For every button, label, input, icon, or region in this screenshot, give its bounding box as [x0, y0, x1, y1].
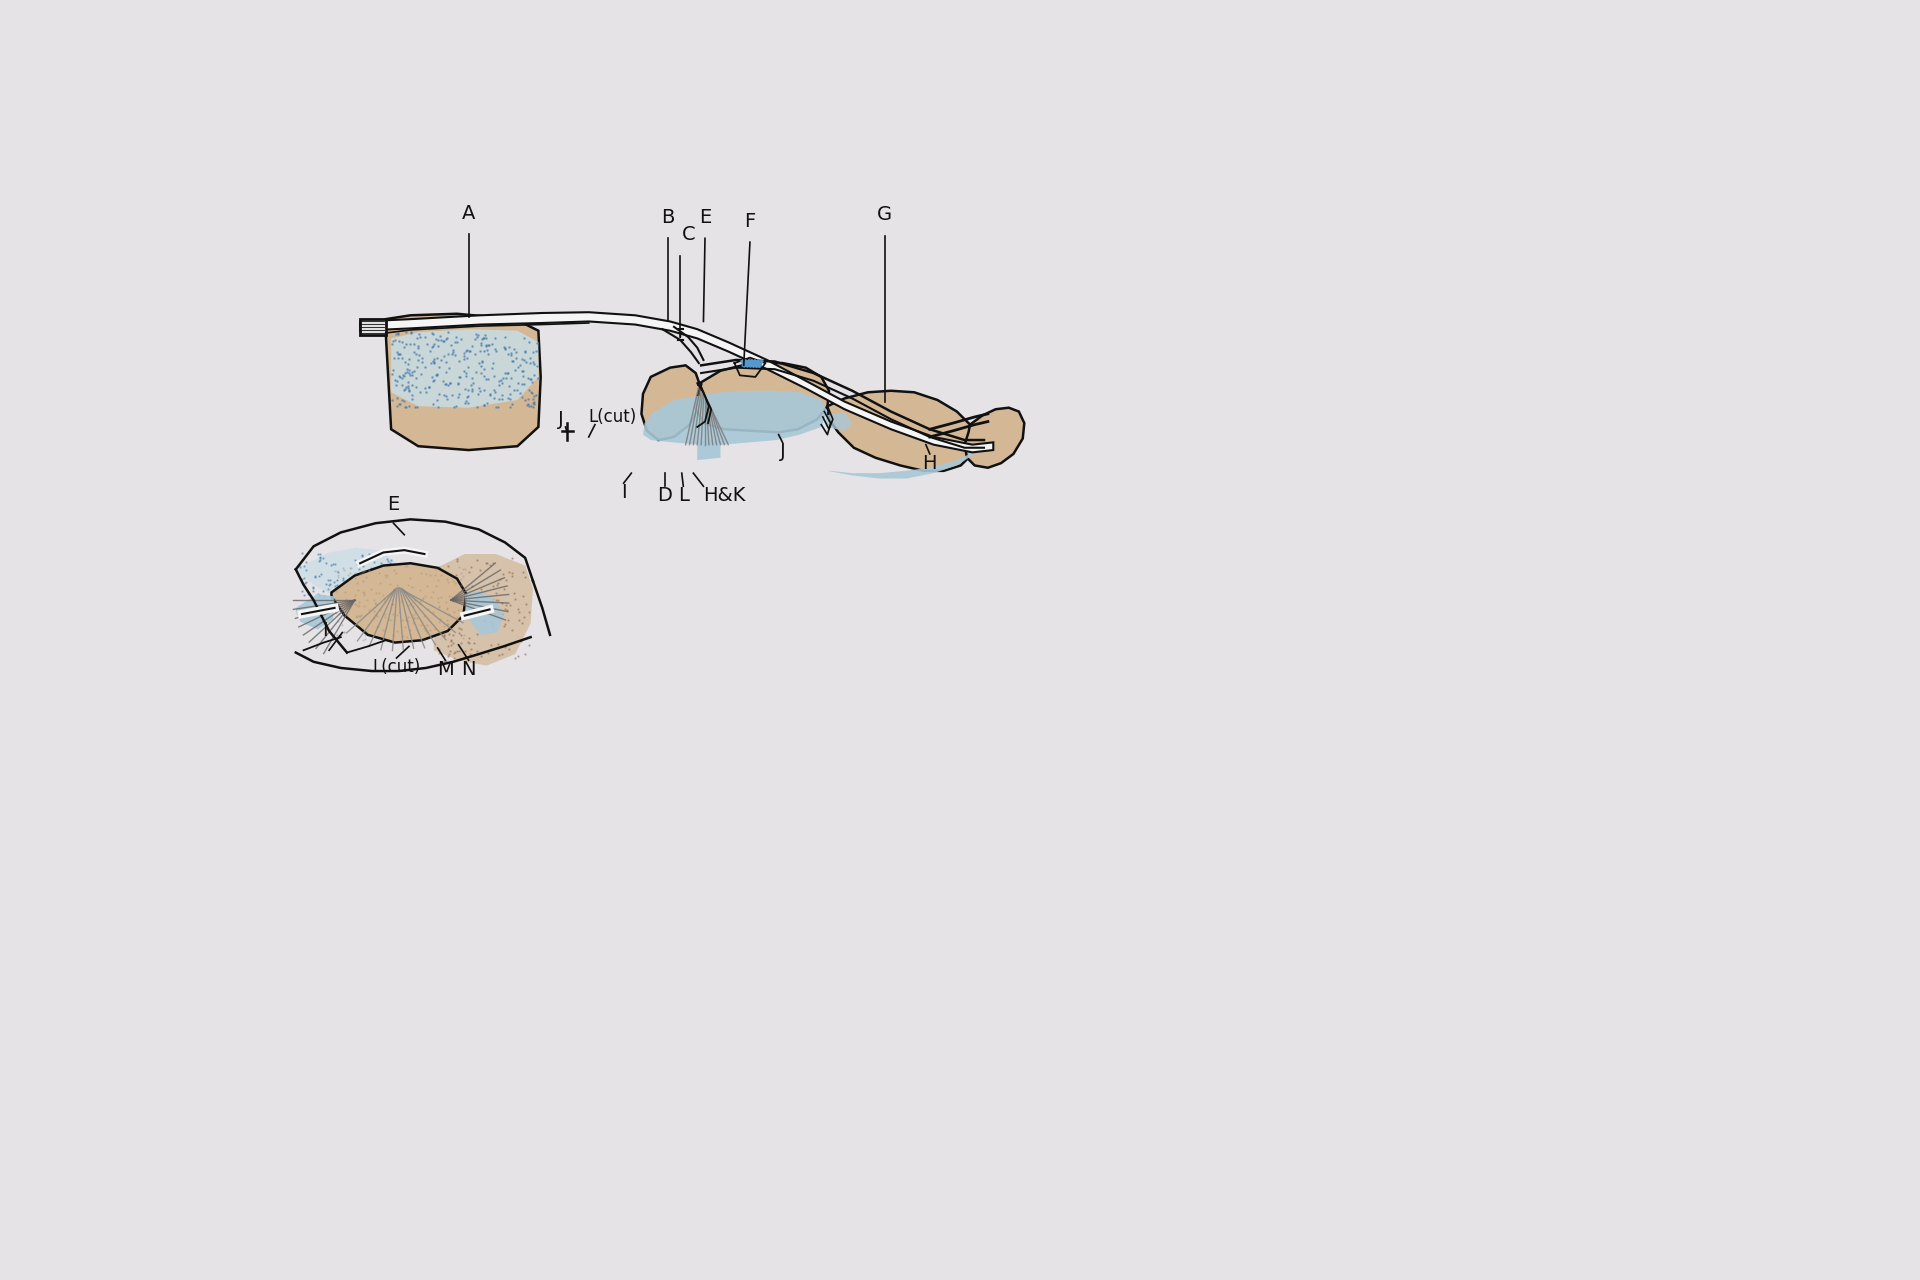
Polygon shape — [332, 563, 467, 643]
Polygon shape — [361, 312, 993, 452]
Polygon shape — [964, 408, 1023, 467]
Text: C: C — [682, 225, 695, 244]
Text: H: H — [922, 454, 937, 472]
Text: N: N — [461, 660, 476, 680]
Polygon shape — [434, 554, 534, 666]
Text: J: J — [559, 410, 564, 429]
Text: I: I — [323, 621, 328, 640]
Text: B: B — [660, 207, 674, 227]
Text: D: D — [657, 486, 672, 506]
Polygon shape — [641, 365, 701, 440]
Polygon shape — [828, 390, 975, 471]
Polygon shape — [643, 390, 828, 444]
Polygon shape — [697, 440, 720, 460]
Text: L(cut): L(cut) — [372, 658, 420, 676]
Polygon shape — [828, 447, 975, 479]
Polygon shape — [361, 319, 386, 334]
Polygon shape — [296, 548, 396, 600]
Text: H&K: H&K — [703, 486, 745, 506]
Polygon shape — [392, 329, 538, 408]
Polygon shape — [386, 314, 541, 451]
Polygon shape — [465, 591, 503, 635]
Polygon shape — [695, 364, 829, 433]
Text: F: F — [745, 211, 756, 230]
Text: I: I — [620, 483, 626, 502]
Text: M: M — [438, 660, 453, 680]
Text: E: E — [699, 207, 710, 227]
Text: J: J — [780, 443, 785, 461]
Polygon shape — [296, 594, 334, 630]
Polygon shape — [826, 412, 852, 431]
Text: L(cut): L(cut) — [589, 408, 637, 426]
Text: L: L — [678, 486, 689, 506]
Text: G: G — [877, 205, 893, 224]
Text: A: A — [463, 204, 476, 223]
Text: E: E — [388, 495, 399, 515]
